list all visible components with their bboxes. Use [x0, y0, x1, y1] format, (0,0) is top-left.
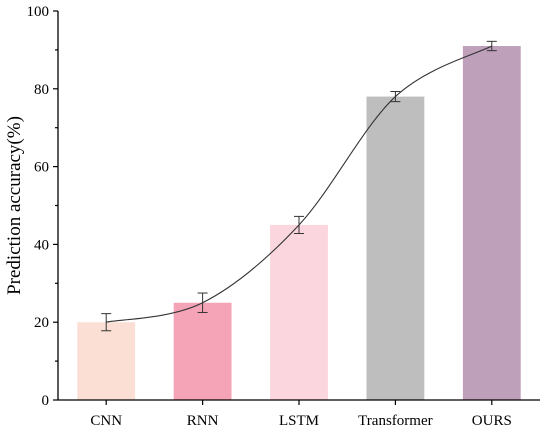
bar-ours	[462, 46, 521, 400]
bar-lstm	[270, 224, 328, 400]
x-tick-label: CNN	[90, 413, 122, 429]
y-tick-label: 0	[42, 393, 50, 409]
x-tick-label: Transformer	[358, 413, 432, 429]
x-tick-label: RNN	[187, 413, 219, 429]
y-tick-label: 20	[34, 315, 49, 331]
x-tick-label: OURS	[472, 413, 512, 429]
trend-line	[106, 45, 493, 323]
y-tick-label: 80	[34, 82, 49, 98]
x-tick-label: LSTM	[279, 413, 319, 429]
bar-cnn	[77, 322, 136, 400]
bar-rnn	[173, 302, 232, 400]
y-axis-title: Prediction accuracy(%)	[4, 116, 25, 295]
bar-transformer	[366, 96, 425, 400]
y-tick-label: 100	[27, 4, 50, 20]
y-tick-label: 40	[34, 237, 49, 253]
y-tick-label: 60	[34, 160, 49, 176]
y-ticks-group: 0 20 40 60 80 100	[27, 4, 58, 409]
x-ticks-group: CNN RNN LSTM Transformer OURS	[90, 400, 512, 429]
bars-group	[77, 46, 521, 400]
